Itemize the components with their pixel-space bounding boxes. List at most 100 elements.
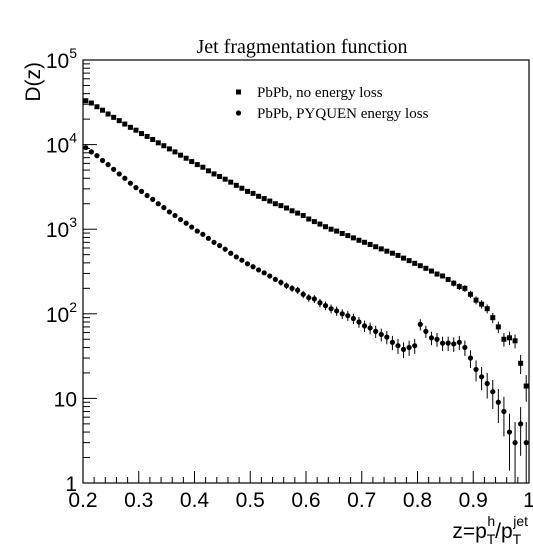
- point-circle: [278, 279, 284, 286]
- point-circle: [423, 328, 429, 334]
- point-square: [189, 159, 195, 165]
- x-tick-label-7: 0.9: [459, 489, 488, 512]
- point-square: [350, 235, 356, 241]
- x-tick-label-1: 0.3: [124, 489, 153, 512]
- point-square: [105, 111, 111, 117]
- point-circle: [339, 311, 345, 317]
- point-square: [339, 230, 345, 236]
- point-square: [217, 173, 223, 179]
- point-square: [345, 233, 351, 239]
- point-square: [289, 208, 295, 214]
- x-tick-label-2: 0.4: [180, 489, 210, 512]
- plot-frame: [82, 59, 530, 484]
- point-square: [295, 210, 301, 216]
- point-circle: [389, 339, 396, 345]
- point-square: [150, 136, 156, 142]
- point-circle: [83, 145, 89, 151]
- point-circle: [233, 254, 239, 260]
- point-square: [417, 263, 423, 269]
- point-square: [378, 246, 384, 252]
- point-square: [367, 241, 373, 247]
- point-circle: [267, 273, 273, 279]
- point-circle: [111, 166, 117, 172]
- point-square: [122, 121, 128, 127]
- point-square: [300, 213, 306, 219]
- point-square: [423, 265, 429, 271]
- point-circle: [127, 180, 133, 186]
- data-points: [83, 98, 529, 483]
- x-label-sup2: jet: [512, 513, 528, 529]
- y-tick-label-1: 10: [54, 388, 77, 411]
- point-circle: [244, 261, 251, 267]
- point-square: [456, 284, 462, 290]
- x-tick-label-5: 0.7: [347, 489, 376, 512]
- point-circle: [400, 346, 407, 352]
- point-square: [194, 162, 200, 168]
- x-label-sub2: T: [513, 531, 522, 547]
- point-circle: [412, 343, 418, 349]
- point-circle: [328, 306, 334, 312]
- point-square: [211, 171, 217, 177]
- point-circle: [138, 188, 145, 194]
- point-square: [88, 100, 94, 106]
- point-circle: [445, 340, 451, 346]
- point-circle: [272, 276, 278, 283]
- point-square: [373, 244, 379, 250]
- point-square: [334, 228, 340, 234]
- point-circle: [361, 323, 368, 329]
- point-circle: [367, 325, 373, 331]
- x-tick-label-8: 1: [523, 489, 533, 512]
- point-square: [144, 133, 150, 139]
- point-square: [317, 221, 323, 227]
- point-square: [205, 168, 211, 174]
- point-circle: [166, 209, 173, 215]
- point-circle: [373, 328, 379, 334]
- point-circle: [211, 239, 217, 245]
- point-circle: [105, 162, 111, 168]
- x-label-base: z=p: [452, 520, 486, 543]
- point-square: [233, 182, 239, 188]
- point-square: [306, 216, 312, 222]
- legend-marker-circle: [235, 110, 242, 116]
- point-square: [445, 276, 451, 282]
- point-square: [250, 190, 256, 196]
- chart-title: Jet fragmentation function: [196, 36, 407, 58]
- point-circle: [484, 380, 490, 387]
- x-label-sub1: T: [487, 531, 496, 547]
- point-square: [406, 258, 412, 264]
- point-circle: [456, 339, 462, 345]
- point-square: [100, 107, 106, 113]
- point-square: [111, 114, 117, 120]
- y-tick-label-4: 104: [46, 130, 77, 158]
- point-square: [473, 297, 479, 303]
- x-axis-label: z=pTh/pTjet: [452, 513, 528, 547]
- point-square: [328, 226, 334, 232]
- point-square: [362, 239, 368, 245]
- x-tick-label-3: 0.5: [236, 489, 265, 512]
- y-axis-ticks: 1 10 102 103 104 105: [46, 45, 97, 496]
- point-square: [116, 118, 122, 124]
- point-circle: [518, 421, 524, 427]
- y-tick-label-3: 103: [46, 214, 77, 242]
- point-square: [495, 324, 501, 330]
- point-square: [428, 268, 434, 274]
- legend-marker-square: [236, 89, 241, 95]
- x-tick-label-0: 0.2: [68, 489, 97, 512]
- point-circle: [261, 270, 267, 276]
- point-square: [501, 336, 507, 342]
- point-circle: [250, 264, 256, 270]
- point-circle: [462, 344, 468, 351]
- point-circle: [94, 153, 100, 159]
- point-circle: [378, 331, 384, 338]
- point-circle: [434, 336, 440, 342]
- point-square: [228, 179, 234, 185]
- point-circle: [506, 429, 513, 435]
- point-square: [139, 131, 145, 137]
- y-tick-label-0: 1: [65, 473, 77, 496]
- point-circle: [155, 201, 161, 207]
- point-square: [356, 237, 362, 243]
- point-square: [523, 383, 529, 389]
- point-circle: [501, 408, 507, 415]
- point-square: [512, 338, 518, 344]
